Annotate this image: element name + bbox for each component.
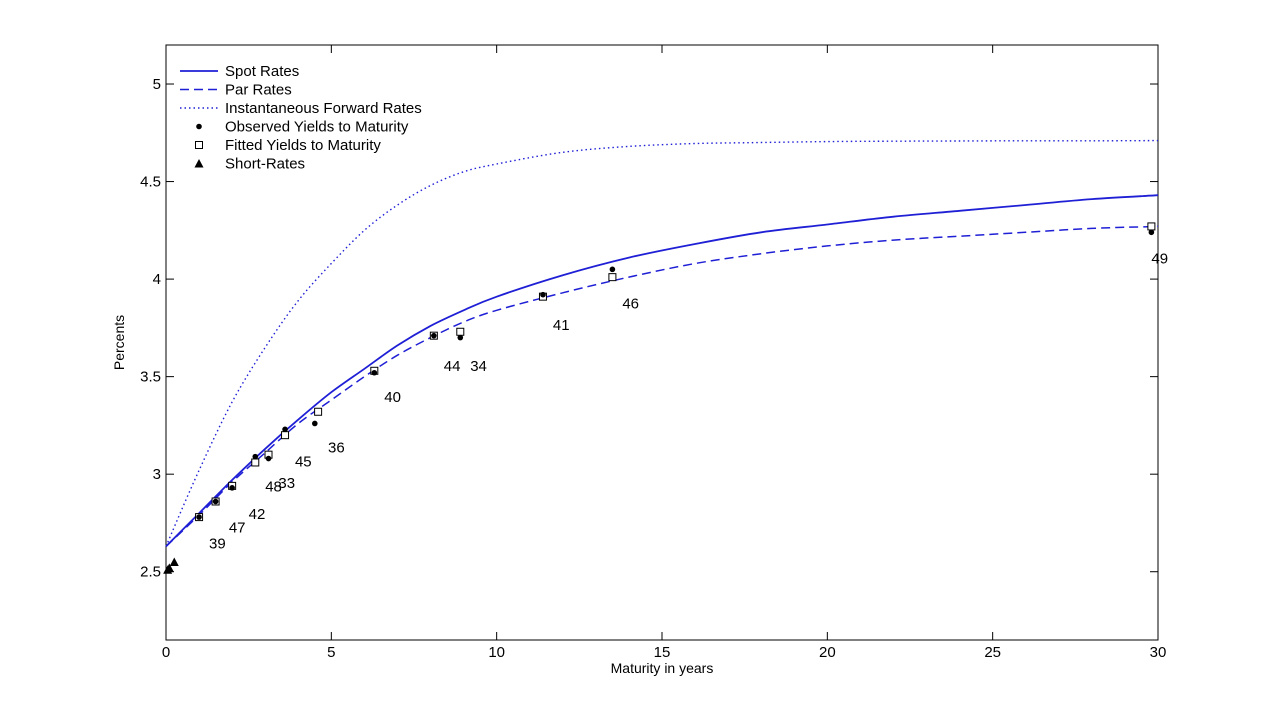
observed-yield-point <box>196 514 202 520</box>
fitted-yield-point <box>456 327 465 336</box>
x-axis-label: Maturity in years <box>611 660 714 676</box>
short-rate-point <box>164 563 174 572</box>
observed-yield-point <box>457 334 464 341</box>
fitted-yield-point <box>281 431 290 440</box>
bond-id-label: 33 <box>278 475 295 492</box>
y-tick-label: 3.5 <box>140 369 161 386</box>
legend-swatch-square <box>195 141 203 149</box>
y-tick-label: 4.5 <box>140 174 161 191</box>
bond-id-label: 34 <box>470 358 487 375</box>
legend-item: Short-Rates <box>194 156 305 173</box>
x-tick-label: 25 <box>984 644 1001 661</box>
bond-id-label: 42 <box>249 506 266 523</box>
observed-yield-point <box>371 369 378 376</box>
axes-group: 0 5 10 15 20 25 30 2.5 3 3.5 4 4.5 5 <box>140 45 1166 661</box>
bond-id-label: 39 <box>209 535 226 552</box>
observed-yield-point <box>282 426 288 433</box>
legend-label: Short-Rates <box>225 156 305 173</box>
bond-id-label: 47 <box>229 520 246 537</box>
legend-label: Fitted Yields to Maturity <box>225 137 381 154</box>
x-tick-label: 5 <box>327 644 335 661</box>
fitted-yield-point <box>251 458 260 467</box>
legend-item: Spot Rates <box>180 63 299 80</box>
legend-label: Par Rates <box>225 82 292 99</box>
bond-id-label: 46 <box>622 295 639 312</box>
legend-swatch-triangle <box>194 159 204 168</box>
legend-item: Par Rates <box>180 82 292 99</box>
legend-label: Instantaneous Forward Rates <box>225 100 422 117</box>
observed-yield-point <box>252 453 259 460</box>
legend-label: Spot Rates <box>225 63 299 80</box>
bond-id-label: 44 <box>444 358 461 375</box>
observed-yield-point <box>229 485 235 491</box>
short-rate-point <box>169 557 179 566</box>
legend-item: Instantaneous Forward Rates <box>180 100 422 117</box>
x-tick-label: 10 <box>488 644 505 661</box>
observed-yield-point <box>312 420 318 427</box>
fitted-yield-point <box>1147 222 1156 231</box>
fitted-yield-point <box>608 273 617 282</box>
bond-id-label: 48 <box>265 479 282 496</box>
observed-yield-point <box>609 266 616 273</box>
x-tick-label: 30 <box>1150 644 1167 661</box>
observed-yield-point <box>265 455 272 462</box>
x-tick-label: 15 <box>654 644 671 661</box>
bond-id-label: 36 <box>328 440 345 457</box>
legend-swatch-dot <box>196 123 202 130</box>
legend-item: Fitted Yields to Maturity <box>195 137 381 154</box>
x-tick-label: 0 <box>162 644 170 661</box>
observed-yield-point <box>431 332 437 339</box>
y-tick-label: 2.5 <box>140 564 161 581</box>
bond-id-label: 41 <box>553 317 570 334</box>
x-tick-label: 20 <box>819 644 836 661</box>
bond-id-label: 40 <box>384 389 401 406</box>
observed-yield-point <box>1148 229 1155 236</box>
y-tick-label: 4 <box>153 271 161 288</box>
fitted-yield-point <box>314 407 323 416</box>
legend-item: Observed Yields to Maturity <box>196 119 409 136</box>
y-tick-label: 3 <box>153 466 161 483</box>
bond-id-label: 45 <box>295 453 312 470</box>
y-tick-label: 5 <box>153 76 161 93</box>
y-axis-label: Percents <box>111 315 127 370</box>
observed-yield-point <box>540 291 546 298</box>
observed-yield-point <box>212 498 219 505</box>
bond-id-label: 49 <box>1151 250 1168 267</box>
legend-label: Observed Yields to Maturity <box>225 119 409 136</box>
